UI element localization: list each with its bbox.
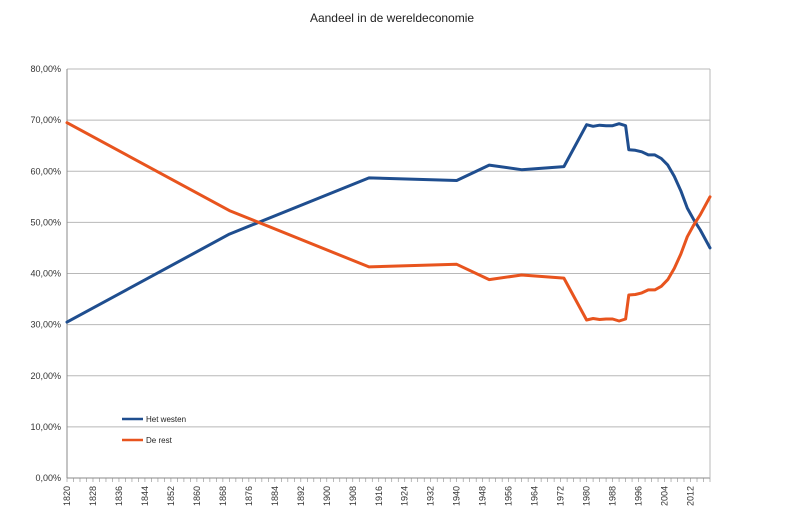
x-tick-label: 1948 <box>478 486 488 506</box>
x-tick-label: 1836 <box>114 486 124 506</box>
x-tick-label: 2012 <box>686 486 696 506</box>
x-tick-label: 1964 <box>530 486 540 506</box>
x-tick-label: 1972 <box>556 486 566 506</box>
chart-title: Aandeel in de wereldeconomie <box>310 11 474 25</box>
x-tick-label: 1876 <box>244 486 254 506</box>
gridlines <box>67 68 710 428</box>
x-tick-label: 1884 <box>270 486 280 506</box>
y-tick-label: 20,00% <box>30 371 61 381</box>
x-tick-label: 2004 <box>660 486 670 506</box>
x-tick-label: 1996 <box>634 486 644 506</box>
x-tick-label: 1908 <box>348 486 358 506</box>
x-tick-labels: 1820 1828 1836 1844 1852 1860 1868 1876 1884 1892… <box>62 486 696 506</box>
series-line-0 <box>65 122 712 324</box>
x-tick-label: 1852 <box>166 486 176 506</box>
y-tick-label: 10,00% <box>30 422 61 432</box>
x-tick-label: 1860 <box>192 486 202 506</box>
x-tick-label: 1932 <box>426 486 436 506</box>
y-tick-labels: 0,00% 10,00% 20,00% 30,00% 40,00% 50,00% 60,00… <box>30 64 61 483</box>
x-tick-label: 1940 <box>452 486 462 506</box>
y-tick-label: 0,00% <box>35 473 61 483</box>
y-tick-label: 40,00% <box>30 269 61 279</box>
y-tick-label: 70,00% <box>30 115 61 125</box>
y-tick-label: 60,00% <box>30 166 61 176</box>
x-tick-label: 1868 <box>218 486 228 506</box>
legend-label-de-rest: De rest <box>146 436 173 445</box>
x-tick-label: 1924 <box>400 486 410 506</box>
x-tick-label: 1980 <box>582 486 592 506</box>
x-tick-label: 1844 <box>140 486 150 506</box>
x-tick-label: 1916 <box>374 486 384 506</box>
legend: Het westen De rest <box>122 415 186 445</box>
y-tick-label: 30,00% <box>30 320 61 330</box>
legend-label-het-westen: Het westen <box>146 415 186 424</box>
x-tick-label: 1988 <box>608 486 618 506</box>
x-tick-label: 1892 <box>296 486 306 506</box>
axes <box>66 69 711 482</box>
series-line-1 <box>65 121 712 323</box>
y-tick-label: 50,00% <box>30 217 61 227</box>
y-tick-label: 80,00% <box>30 64 61 74</box>
x-tick-label: 1900 <box>322 486 332 506</box>
x-tick-label: 1820 <box>62 486 72 506</box>
x-tick-label: 1956 <box>504 486 514 506</box>
x-tick-label: 1828 <box>88 486 98 506</box>
series-lines <box>65 121 712 324</box>
